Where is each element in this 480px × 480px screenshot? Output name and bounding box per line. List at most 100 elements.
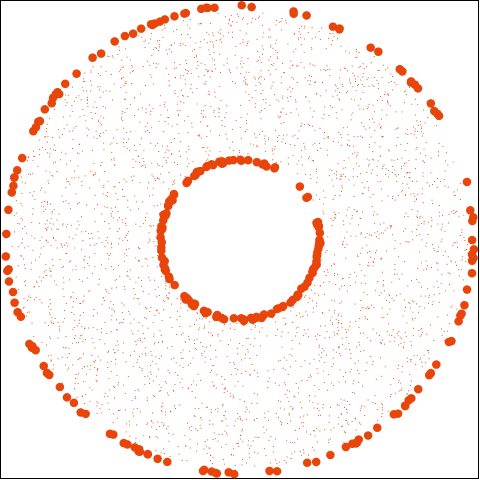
annulus-point [217,12,219,14]
annulus-point [210,358,212,361]
annulus-point [35,280,37,282]
annulus-point [373,85,375,87]
annulus-point [381,118,383,120]
annulus-point [198,23,200,25]
annulus-point [66,223,68,225]
annulus-point [99,134,101,136]
annulus-point [261,61,263,63]
annulus-point [338,131,340,133]
annulus-point [225,418,227,420]
annulus-point [198,408,200,410]
annulus-point [66,102,68,104]
annulus-point [407,171,409,173]
annulus-point [431,266,433,269]
annulus-point [49,314,51,316]
annulus-point [139,340,141,342]
annulus-point [384,229,386,231]
annulus-point [437,316,439,318]
annulus-point [372,402,374,404]
annulus-point [73,337,76,340]
annulus-point [351,215,353,217]
outer-ring-point [354,435,364,444]
annulus-point [166,295,168,297]
annulus-point [212,423,214,425]
annulus-point [356,210,358,212]
annulus-point [194,397,196,399]
annulus-point [165,49,167,51]
annulus-point [129,72,131,74]
annulus-point [65,252,67,255]
annulus-point [344,247,346,249]
annulus-point [281,331,283,333]
annulus-point [133,175,135,177]
annulus-point [441,223,443,225]
annulus-point [372,361,374,363]
annulus-point [139,303,141,305]
annulus-point [364,415,366,417]
annulus-point [84,338,86,341]
annulus-point [278,117,280,119]
annulus-point [219,72,222,74]
annulus-point [280,111,283,113]
annulus-point [46,344,48,346]
annulus-point [416,146,418,148]
annulus-point [406,128,408,130]
annulus-point [298,114,300,116]
annulus-point [316,441,318,443]
annulus-point [187,388,189,390]
annulus-point [231,81,233,83]
annulus-point [162,29,164,31]
annulus-point [16,200,18,202]
annulus-point [343,159,345,162]
annulus-point [229,327,231,329]
annulus-point [160,386,162,388]
annulus-point [427,288,429,290]
annulus-point [392,377,395,379]
annulus-point [145,85,147,87]
annulus-point [349,325,351,327]
annulus-point [96,106,98,108]
annulus-point [239,438,241,440]
annulus-point [217,107,219,109]
annulus-point [314,82,316,84]
annulus-point [343,399,345,401]
annulus-point [363,307,365,309]
annulus-point [336,332,338,334]
annulus-point [426,333,428,335]
annulus-point [414,128,416,130]
annulus-point [171,326,173,328]
annulus-point [305,431,308,433]
annulus-point [422,202,424,204]
annulus-point [80,302,82,305]
annulus-point [81,86,83,88]
annulus-point [370,62,372,64]
annulus-point [349,371,351,373]
annulus-point [374,130,376,132]
annulus-point [193,324,195,326]
annulus-point [374,142,376,144]
annulus-point [419,152,421,154]
annulus-point [186,63,188,65]
annulus-point [436,177,438,179]
annulus-point [337,423,339,425]
annulus-point [109,253,111,255]
annulus-point [304,360,306,362]
annulus-point [133,144,136,146]
annulus-point [111,142,113,144]
annulus-point [121,113,123,115]
annulus-point [63,346,65,348]
annulus-point [32,213,34,215]
annulus-point [52,175,54,177]
annulus-point [236,67,238,69]
annulus-point [231,141,234,143]
outer-ring-point [467,235,477,245]
annulus-point [82,301,84,303]
annulus-point [269,29,271,31]
annulus-point [427,302,429,304]
annulus-point [180,42,182,44]
outer-ring-point [31,345,40,355]
annulus-point [137,246,139,249]
annulus-point [43,206,45,208]
annulus-point [402,346,404,348]
annulus-point [264,140,266,142]
